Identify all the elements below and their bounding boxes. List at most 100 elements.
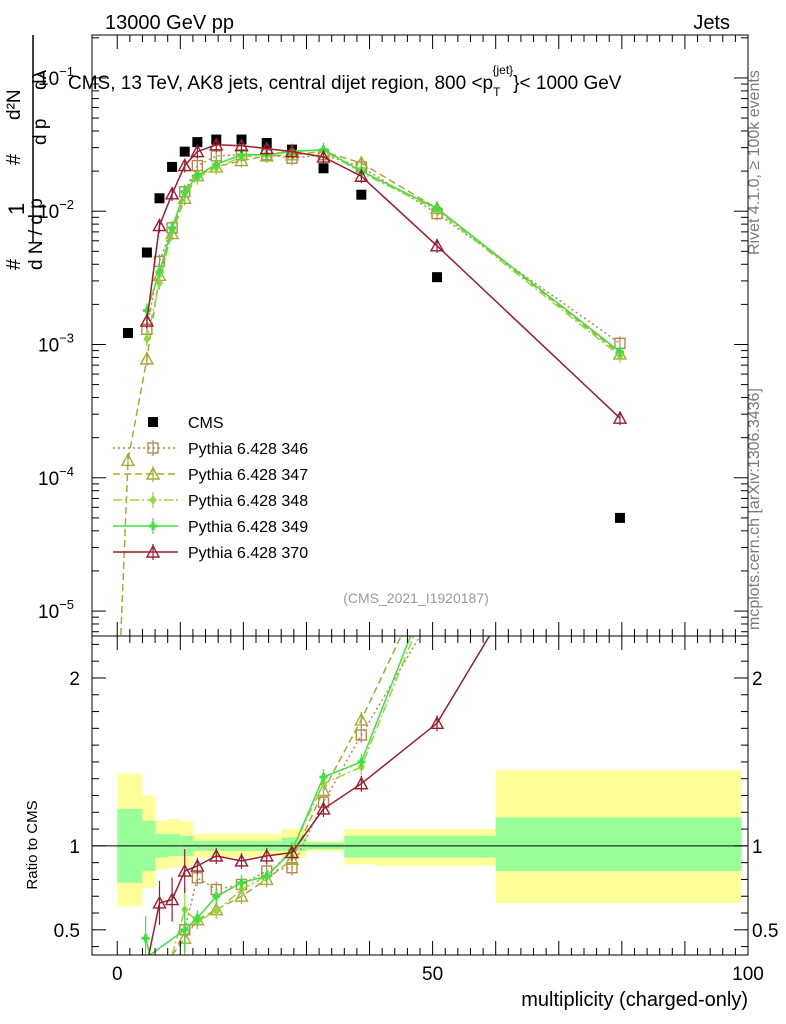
ratio-band-green [375,835,496,858]
point-pythia-6-428-370 [209,137,224,151]
point-pythia-6-428-370 [316,149,331,163]
point-cms [141,247,152,258]
point-pythia-6-428-349 [155,267,164,276]
ylabel-one: 1 [4,203,29,215]
legend-marker-pythia-6-428-347 [145,466,161,480]
ratio-point-pythia-6-428-370 [354,776,369,790]
ratio-point-pythia-6-428-349 [212,892,221,901]
plot-title-sup: {jet} [492,63,513,77]
point-cms [318,163,329,174]
legend-label-pythia-6-428-349: Pythia 6.428 349 [188,519,308,536]
point-cms [179,146,190,157]
point-pythia-6-428-370 [190,144,205,158]
main-y-label: # 1 d N / d p # d²N d p dλ [3,35,51,270]
ratio-point-pythia-6-428-347 [354,712,369,726]
ratio-point-pythia-6-428-370 [259,848,274,862]
ratio-point-pythia-6-428-370 [284,845,300,859]
ratio-point-pythia-6-428-347 [284,851,300,865]
ratio-y-tick-label-right: 2 [752,669,763,690]
point-pythia-6-428-347 [284,147,300,161]
point-cms [167,161,178,172]
ratio-point-pythia-6-428-370 [234,853,249,867]
ratio-y-tick-label-left: 0.5 [54,921,80,942]
legend-label-pythia-6-428-370: Pythia 6.428 370 [188,545,308,562]
x-tick-label: 100 [732,964,764,985]
y-tick-label: 10−1 [38,64,74,90]
point-pythia-6-428-370 [177,158,192,172]
ratio-point-pythia-6-428-370 [429,715,445,730]
point-cms [192,137,203,148]
x-tick-label: 50 [422,964,443,985]
ratio-point-pythia-6-428-370 [177,863,192,877]
ratio-point-pythia-6-428-348 [212,906,220,917]
legend-label-cms: CMS [188,415,224,432]
plot-title-sub: T [493,85,501,99]
ylabel-hash1: # [3,258,25,270]
ylabel-dpdl: d p [30,119,51,145]
ylabel-hash2: # [3,153,25,165]
header-right: Jets [693,12,730,34]
ratio-panel: 0 50 100 0.5 0.5 1 1 2 2 [54,635,778,985]
point-pythia-6-428-347 [120,452,136,467]
ratio-point-pythia-6-428-370 [164,892,180,906]
point-pythia-6-428-349 [212,160,221,169]
legend-marker-pythia-6-428-346 [147,442,159,454]
point-pythia-6-428-347 [164,226,180,240]
point-pythia-6-428-370 [612,410,628,424]
ylabel-dn: d N / d p [26,198,47,270]
ratio-band-green [344,835,376,858]
point-pythia-6-428-347 [177,190,192,205]
mcplots-label: mcplots.cern.ch [arXiv:1306.3436] [746,388,763,630]
y-tick-exponent: −3 [59,331,74,346]
legend-marker-pythia-6-428-349 [149,522,157,530]
point-pythia-6-428-349 [142,306,151,315]
point-pythia-6-428-370 [429,238,445,252]
ratio-point-pythia-6-428-370 [316,801,331,815]
legend-label-pythia-6-428-347: Pythia 6.428 347 [188,467,308,484]
point-pythia-6-428-349 [193,171,202,180]
point-pythia-6-428-349 [433,204,442,213]
legend: CMS Pythia 6.428 346 Pythia 6.428 347 Pythi… [113,415,308,562]
ratio-point-pythia-6-428-349 [319,773,328,782]
ratio-point-pythia-6-428-349 [237,878,246,887]
point-pythia-6-428-370 [259,141,274,155]
ratio-band-green [495,817,742,872]
ratio-point-pythia-6-428-370 [152,895,167,909]
ratio-y-tick-label-left: 1 [69,837,80,858]
legend-label-pythia-6-428-346: Pythia 6.428 346 [188,441,308,458]
ratio-y-tick-label-right: 1 [752,837,763,858]
plot-title-end: }< 1000 GeV [513,73,622,94]
point-pythia-6-428-348 [155,278,164,288]
ratio-line-pythia-6-428-348 [171,636,415,955]
point-pythia-6-428-370 [152,218,167,232]
legend-label-pythia-6-428-348: Pythia 6.428 348 [188,493,308,510]
plot-title: CMS, 13 TeV, AK8 jets, central dijet reg… [68,63,622,99]
ratio-point-pythia-6-428-349 [357,757,366,766]
point-pythia-6-428-347 [139,351,155,365]
point-pythia-6-428-370 [284,144,300,158]
point-pythia-6-428-348 [143,334,151,344]
ratio-point-pythia-6-428-349 [141,934,150,943]
point-pythia-6-428-370 [139,313,155,327]
rivet-label: Rivet 4.1.0, ≥ 100k events [746,70,763,255]
ratio-point-pythia-6-428-349 [180,925,189,934]
point-pythia-6-428-349 [615,347,624,356]
point-pythia-6-428-347 [234,153,249,167]
point-pythia-6-428-370 [164,186,180,200]
point-cms [432,272,443,283]
analysis-watermark: (CMS_2021_I1920187) [343,590,489,606]
ylabel-d2n: d²N [4,89,25,120]
y-tick-exponent: −1 [59,64,74,79]
point-pythia-6-428-349 [180,187,189,196]
y-tick-exponent: −2 [59,197,74,212]
ratio-point-pythia-6-428-370 [190,858,205,872]
ratio-y-tick-label-left: 2 [69,669,80,690]
header-left: 13000 GeV pp [105,12,234,34]
point-cms [122,327,133,338]
point-pythia-6-428-370 [354,168,369,182]
point-pythia-6-428-349 [168,223,177,232]
ratio-y-tick-label-right: 0.5 [752,921,778,942]
legend-marker-cms [148,417,158,427]
legend-marker-pythia-6-428-348 [149,495,157,505]
